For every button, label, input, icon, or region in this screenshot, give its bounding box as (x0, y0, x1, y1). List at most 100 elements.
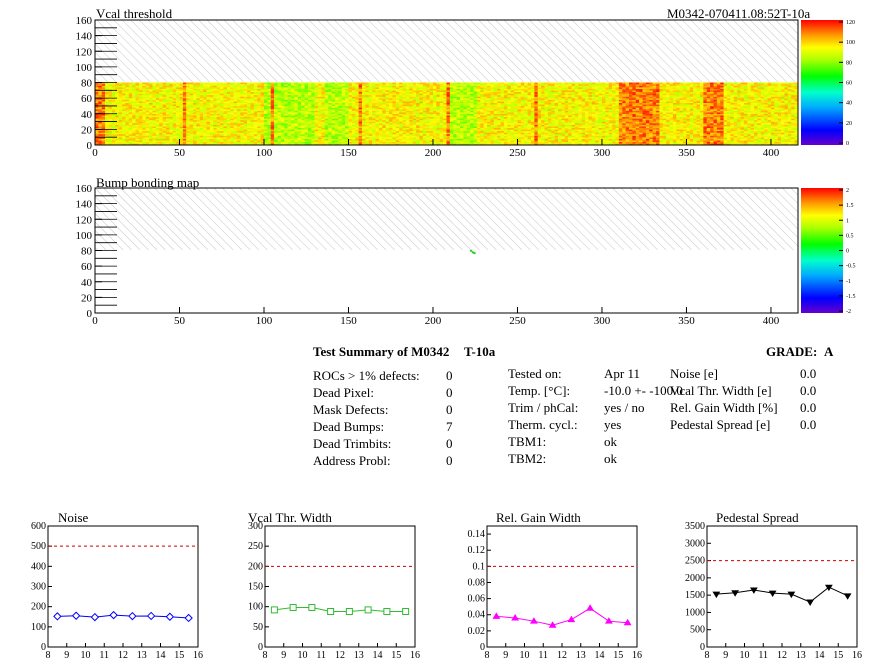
map1-cell (446, 91, 451, 94)
map1-cell (463, 138, 467, 141)
map1-cell (443, 101, 447, 104)
map1-cell (159, 112, 163, 114)
map1-cell (436, 113, 440, 116)
map1-cell (236, 101, 241, 104)
map1-cell (189, 121, 194, 124)
map1-cell (476, 130, 481, 133)
map1-cell (405, 120, 410, 122)
map1-cell (385, 127, 390, 130)
map1-cell (456, 118, 461, 121)
map1-cell (274, 110, 278, 113)
map1-cell (179, 96, 184, 99)
map1-cell (233, 91, 238, 94)
map1-cell (412, 88, 417, 91)
map1-cell (405, 135, 410, 138)
map1-cell (304, 96, 309, 99)
map1-cell (274, 95, 278, 97)
map1-cell (138, 87, 143, 89)
map1-cell (111, 115, 116, 118)
map1-cell (402, 88, 407, 91)
map1-cell (98, 112, 102, 114)
map1-cell (145, 130, 150, 133)
map1-cell (331, 127, 336, 130)
map1-cell (422, 90, 427, 93)
map1-cell (311, 102, 315, 105)
map1-cell (490, 82, 495, 85)
map1-cell (510, 96, 515, 99)
map1-cell (476, 141, 481, 144)
map1-cell (199, 115, 204, 118)
map1-cell (470, 121, 474, 124)
map1-cell (230, 115, 234, 118)
map1-cell (402, 130, 407, 133)
map1-cell (375, 91, 380, 94)
map1-cell (331, 96, 336, 99)
map1-cell (138, 143, 143, 146)
map1-cell (216, 143, 221, 146)
map1-cell (253, 82, 258, 85)
map1-cell (334, 130, 339, 133)
map1-cell (362, 141, 366, 144)
map1-cell (331, 120, 336, 122)
map1-cell (500, 90, 505, 93)
map1-cell (236, 118, 241, 121)
map1-cell (378, 143, 383, 146)
map1-cell (419, 130, 424, 133)
map1-cell (165, 104, 170, 107)
map1-cell (142, 98, 146, 100)
map1-cell (172, 99, 177, 102)
map1-cell (152, 82, 157, 85)
map1-cell (490, 109, 495, 111)
map1-cell (460, 130, 464, 133)
map1-cell (226, 107, 231, 110)
map1-cell (405, 123, 410, 125)
map1-cell (274, 82, 278, 85)
map1-cell (416, 127, 420, 130)
map1-cell (392, 120, 397, 122)
map1-cell (182, 84, 187, 86)
map1-cell (240, 88, 244, 91)
map1-cell (429, 124, 434, 127)
map1-cell (196, 93, 200, 96)
map1-cell (250, 120, 255, 122)
map1-cell (287, 121, 292, 124)
map1-cell (152, 127, 157, 130)
map1-cell (280, 104, 285, 107)
map1-cell (368, 93, 373, 96)
map1-cell (456, 99, 461, 102)
map1-cell (345, 135, 349, 138)
map1-cell (389, 96, 393, 99)
map1-cell (432, 126, 437, 129)
map1-cell (490, 87, 495, 89)
map1-cell (280, 84, 285, 86)
map1-cell (432, 143, 437, 146)
map1-cell (483, 85, 488, 88)
map1-cell (179, 130, 184, 133)
map1-cell (115, 104, 119, 107)
map1-cell (453, 135, 457, 138)
map1-cell (257, 82, 261, 85)
map1-cell (165, 95, 170, 97)
map1-cell (368, 110, 373, 113)
map1-cell (152, 118, 157, 121)
map1-cell (155, 129, 160, 132)
map1-cell (416, 123, 420, 125)
map1-cell (466, 123, 471, 125)
map1-cell (456, 141, 461, 144)
map1-cell (338, 88, 342, 91)
map1-cell (206, 124, 211, 127)
map1-cell (311, 116, 315, 119)
map1-cell (429, 121, 434, 124)
map1-cell (514, 96, 518, 99)
map1-cell (362, 99, 366, 102)
map1-cell (95, 95, 99, 97)
map1-cell (389, 126, 393, 129)
map1-cell (311, 93, 315, 96)
map1-cell (179, 90, 184, 93)
map1-cell (206, 137, 211, 139)
map1-cell (105, 141, 109, 144)
map1-cell (443, 120, 447, 122)
map1-cell (362, 87, 366, 89)
map1-cell (321, 116, 326, 119)
map1-cell (446, 104, 451, 107)
